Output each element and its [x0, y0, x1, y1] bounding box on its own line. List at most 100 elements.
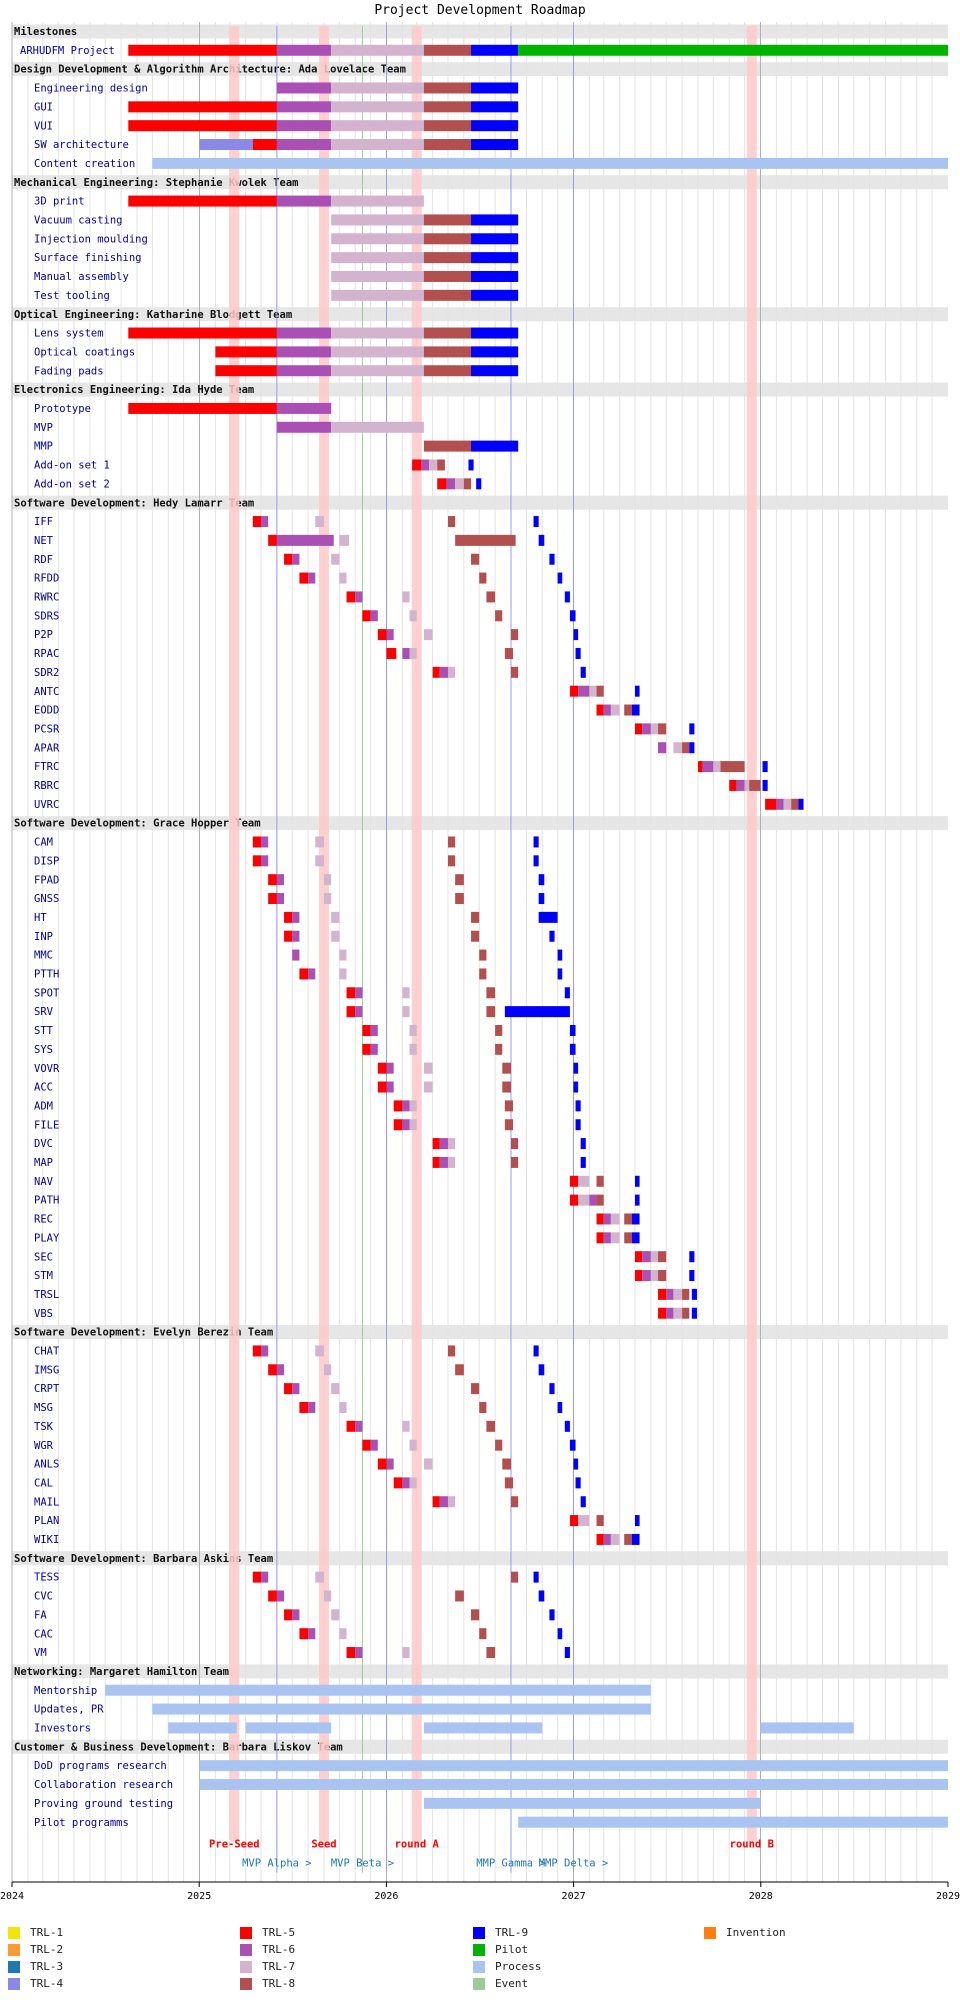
- task-bar: [402, 1477, 410, 1489]
- task-bar: [393, 1477, 403, 1489]
- task-label: FTRC: [34, 761, 59, 773]
- task-label: VUI: [34, 120, 53, 132]
- task-label: SYS: [34, 1044, 53, 1056]
- task-bar: [502, 1081, 511, 1093]
- task-bar: [437, 459, 445, 471]
- task-bar: [471, 252, 519, 264]
- milestone-annotation: MMP Gamma >: [476, 1858, 546, 1870]
- task-bar: [409, 1043, 417, 1055]
- task-label: FILE: [34, 1119, 59, 1131]
- task-bar: [409, 1100, 417, 1112]
- task-bar: [666, 1307, 674, 1319]
- task-label: RDF: [34, 554, 53, 566]
- task-bar: [634, 723, 643, 735]
- task-labels: ARHUDFM Project Engineering design GUI VUI S…: [20, 45, 173, 1829]
- task-bar: [471, 911, 480, 923]
- task-bar: [268, 534, 277, 546]
- task-label: Injection moulding: [34, 233, 148, 245]
- task-bar: [569, 1194, 579, 1206]
- task-bar: [471, 1383, 480, 1395]
- task-bar: [634, 1251, 643, 1263]
- task-bar: [533, 855, 539, 867]
- task-bar: [596, 1232, 604, 1244]
- task-bar: [299, 572, 309, 584]
- task-bar: [432, 1496, 440, 1508]
- legend-label: TRL-9: [495, 1926, 529, 1939]
- task-bar: [423, 44, 472, 56]
- task-bar: [447, 1138, 456, 1150]
- task-bar: [610, 1213, 620, 1225]
- task-bar: [596, 1515, 604, 1527]
- task-bar: [355, 1006, 363, 1018]
- task-bar: [299, 968, 309, 980]
- task-bar: [650, 1270, 659, 1282]
- task-bar: [557, 968, 563, 980]
- task-bar: [689, 1251, 695, 1263]
- task-bar: [423, 1081, 433, 1093]
- task-label: UVRC: [34, 799, 59, 811]
- task-label: EODD: [34, 705, 59, 717]
- legend-swatch: [704, 1927, 716, 1939]
- task-label: RWRC: [34, 592, 59, 604]
- task-label: Lens system: [34, 328, 104, 340]
- task-bar: [455, 893, 464, 905]
- task-bar: [260, 516, 269, 528]
- task-label: Collaboration research: [34, 1779, 173, 1791]
- task-bar: [557, 1628, 563, 1640]
- section-title: Customer & Business Development: Barbara…: [14, 1741, 343, 1753]
- task-bar: [276, 101, 332, 113]
- task-bar: [610, 1232, 620, 1244]
- milestone-annotation: MMP Delta >: [539, 1858, 609, 1870]
- task-bar: [624, 1533, 632, 1545]
- task-label: SDRS: [34, 610, 59, 622]
- task-label: PLAY: [34, 1232, 60, 1244]
- task-bar: [276, 893, 285, 905]
- task-bar: [439, 1138, 448, 1150]
- section-title: Optical Engineering: Katharine Blodgett …: [14, 309, 292, 321]
- legend-swatch: [240, 1927, 252, 1939]
- task-bar: [642, 723, 651, 735]
- event-band: [411, 26, 422, 1842]
- task-bar: [575, 647, 581, 659]
- task-bar: [409, 647, 417, 659]
- task-bar: [284, 1383, 293, 1395]
- task-label: 3D print: [34, 196, 85, 208]
- task-bar: [479, 968, 487, 980]
- task-label: SEC: [34, 1251, 53, 1263]
- task-label: CRPT: [34, 1383, 60, 1395]
- task-bar: [569, 1024, 576, 1036]
- task-bar: [578, 1515, 590, 1527]
- task-bar: [573, 1081, 579, 1093]
- section-headers: Milestones Design Development & Algorithm…: [14, 26, 406, 1753]
- x-tick-label: 2026: [374, 1891, 398, 1902]
- task-bar: [346, 1647, 356, 1659]
- task-label: Optical coatings: [34, 346, 135, 358]
- task-bar: [573, 629, 579, 641]
- task-bar: [423, 214, 472, 226]
- task-bar: [580, 1138, 586, 1150]
- task-bar: [393, 1119, 403, 1131]
- task-bar: [596, 1213, 604, 1225]
- task-bar: [128, 195, 277, 207]
- task-bar: [471, 82, 519, 94]
- task-label: Content creation: [34, 158, 135, 170]
- task-bar: [720, 761, 745, 773]
- task-bar: [631, 704, 640, 716]
- task-bar: [331, 553, 340, 565]
- task-bar: [315, 1571, 324, 1583]
- task-bar: [339, 949, 347, 961]
- task-bar: [697, 761, 703, 773]
- task-bar: [423, 252, 472, 264]
- task-bar: [377, 629, 387, 641]
- legend-label: Event: [495, 1977, 529, 1990]
- task-bar: [199, 1760, 948, 1772]
- task-bar: [580, 666, 586, 678]
- task-label: PCSR: [34, 723, 60, 735]
- task-bar: [518, 1816, 948, 1828]
- task-label: IFF: [34, 516, 53, 528]
- task-bar: [479, 949, 487, 961]
- task-bar: [429, 459, 438, 471]
- task-bar: [682, 742, 690, 754]
- task-bar: [634, 1270, 643, 1282]
- task-bar: [589, 685, 597, 697]
